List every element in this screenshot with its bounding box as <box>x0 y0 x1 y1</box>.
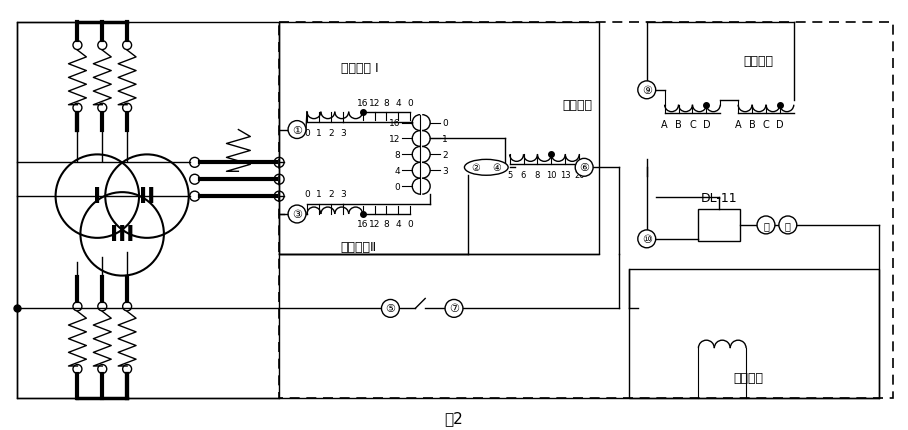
Text: D: D <box>703 120 710 129</box>
Text: II: II <box>139 187 155 207</box>
Text: ③: ③ <box>292 209 302 219</box>
Circle shape <box>381 300 400 318</box>
Text: ⑤: ⑤ <box>385 304 395 313</box>
Text: ⑩: ⑩ <box>642 234 652 244</box>
Text: 16: 16 <box>357 219 369 228</box>
Text: 工作绕组: 工作绕组 <box>562 99 592 112</box>
Text: 图2: 图2 <box>445 410 463 425</box>
Text: I: I <box>94 187 102 207</box>
Circle shape <box>779 216 797 234</box>
Text: 16: 16 <box>357 98 369 108</box>
Circle shape <box>637 230 656 248</box>
Text: 短路绕组: 短路绕组 <box>743 54 773 68</box>
Text: ⑥: ⑥ <box>579 163 589 173</box>
Text: C: C <box>763 120 769 129</box>
Ellipse shape <box>464 160 508 176</box>
Text: 0: 0 <box>408 219 413 228</box>
Text: ⑪: ⑪ <box>763 221 769 230</box>
Text: 13: 13 <box>560 171 570 180</box>
Text: 5: 5 <box>507 171 512 180</box>
Text: ②: ② <box>471 163 480 173</box>
Text: 平衡绕组Ⅱ: 平衡绕组Ⅱ <box>340 241 377 254</box>
Text: ⑫: ⑫ <box>785 221 791 230</box>
Text: III: III <box>110 224 134 244</box>
Circle shape <box>575 159 593 177</box>
Text: 二次绕组: 二次绕组 <box>733 372 763 384</box>
Text: 12: 12 <box>389 135 400 144</box>
Text: 0: 0 <box>395 182 400 191</box>
Text: 6: 6 <box>521 171 527 180</box>
Circle shape <box>445 300 463 318</box>
Text: 20: 20 <box>574 171 585 180</box>
Text: 2: 2 <box>442 150 448 160</box>
Text: 3: 3 <box>340 128 346 137</box>
Text: 16: 16 <box>389 119 400 128</box>
Text: 10: 10 <box>546 171 557 180</box>
Text: ⑦: ⑦ <box>449 304 459 313</box>
Text: A: A <box>661 120 668 129</box>
Text: C: C <box>689 120 696 129</box>
Text: 12: 12 <box>369 98 380 108</box>
Text: 4: 4 <box>396 219 401 228</box>
Bar <box>698 209 740 241</box>
Bar <box>279 23 893 398</box>
Circle shape <box>288 206 306 224</box>
Bar <box>629 269 879 398</box>
Text: 0: 0 <box>304 128 310 137</box>
Circle shape <box>288 121 306 139</box>
Text: ④: ④ <box>492 163 501 173</box>
Bar <box>279 23 599 254</box>
Text: 0: 0 <box>304 190 310 199</box>
Text: 2: 2 <box>328 190 333 199</box>
Bar <box>17 23 279 398</box>
Text: 4: 4 <box>396 98 401 108</box>
Text: 8: 8 <box>383 219 390 228</box>
Text: B: B <box>749 120 755 129</box>
Text: 3: 3 <box>442 166 448 175</box>
Text: D: D <box>776 120 784 129</box>
Text: 平衡绕组 I: 平衡绕组 I <box>340 62 379 75</box>
Text: 1: 1 <box>316 190 321 199</box>
Text: ⑨: ⑨ <box>642 86 652 95</box>
Text: 1: 1 <box>442 135 448 144</box>
Text: ①: ① <box>292 125 302 135</box>
Text: A: A <box>735 120 742 129</box>
Text: 12: 12 <box>369 219 380 228</box>
Text: 8: 8 <box>535 171 540 180</box>
Text: 2: 2 <box>328 128 333 137</box>
Text: 4: 4 <box>395 166 400 175</box>
Circle shape <box>757 216 775 234</box>
Text: 0: 0 <box>442 119 448 128</box>
Text: 3: 3 <box>340 190 346 199</box>
Text: B: B <box>676 120 682 129</box>
Text: 0: 0 <box>408 98 413 108</box>
Circle shape <box>637 82 656 99</box>
Text: DL-11: DL-11 <box>701 191 737 204</box>
Text: 8: 8 <box>395 150 400 160</box>
Text: 8: 8 <box>383 98 390 108</box>
Text: 1: 1 <box>316 128 321 137</box>
